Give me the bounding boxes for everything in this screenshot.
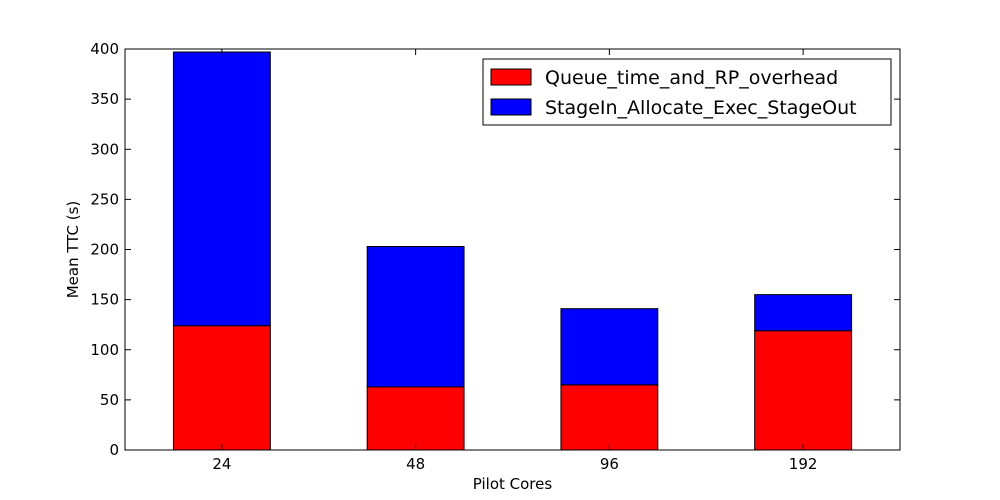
y-tick-label: 350 [90, 90, 119, 108]
bar-24-series-1 [172, 325, 271, 451]
bar-96-series-1 [560, 384, 659, 451]
y-tick-label: 400 [90, 40, 119, 58]
y-tick-label: 100 [90, 341, 119, 359]
x-tick-label: 24 [212, 455, 231, 473]
y-tick-label: 150 [90, 291, 119, 309]
legend-swatch-1 [490, 68, 532, 86]
legend: Queue_time_and_RP_overhead StageIn_Alloca… [482, 58, 892, 126]
bar-192-series-2 [754, 294, 853, 332]
legend-label-1: Queue_time_and_RP_overhead [545, 67, 838, 89]
bar-48-series-2 [366, 245, 465, 388]
bar-192-series-1 [754, 330, 853, 451]
y-tick-label: 200 [90, 241, 119, 259]
plot-frame [124, 48, 901, 451]
x-tick-label: 96 [600, 455, 619, 473]
legend-label-2: StageIn_Allocate_Exec_StageOut [545, 97, 857, 119]
ticks-layer: 0 50 100 150 200 250 300 350 400 24 48 96 192 [90, 40, 900, 473]
y-axis-label: Mean TTC (s) [64, 201, 82, 299]
y-tick-label: 300 [90, 140, 119, 158]
legend-frame [482, 58, 892, 126]
bars-layer [172, 51, 853, 451]
y-tick-label: 50 [100, 391, 119, 409]
bar-96-series-2 [560, 308, 659, 386]
y-tick-label: 250 [90, 190, 119, 208]
y-tick-label: 0 [109, 441, 119, 459]
x-tick-label: 192 [789, 455, 818, 473]
x-axis-label: Pilot Cores [473, 475, 553, 493]
bar-24-series-2 [172, 51, 271, 327]
x-tick-label: 48 [406, 455, 425, 473]
bar-48-series-1 [366, 386, 465, 451]
legend-swatch-2 [490, 98, 532, 116]
